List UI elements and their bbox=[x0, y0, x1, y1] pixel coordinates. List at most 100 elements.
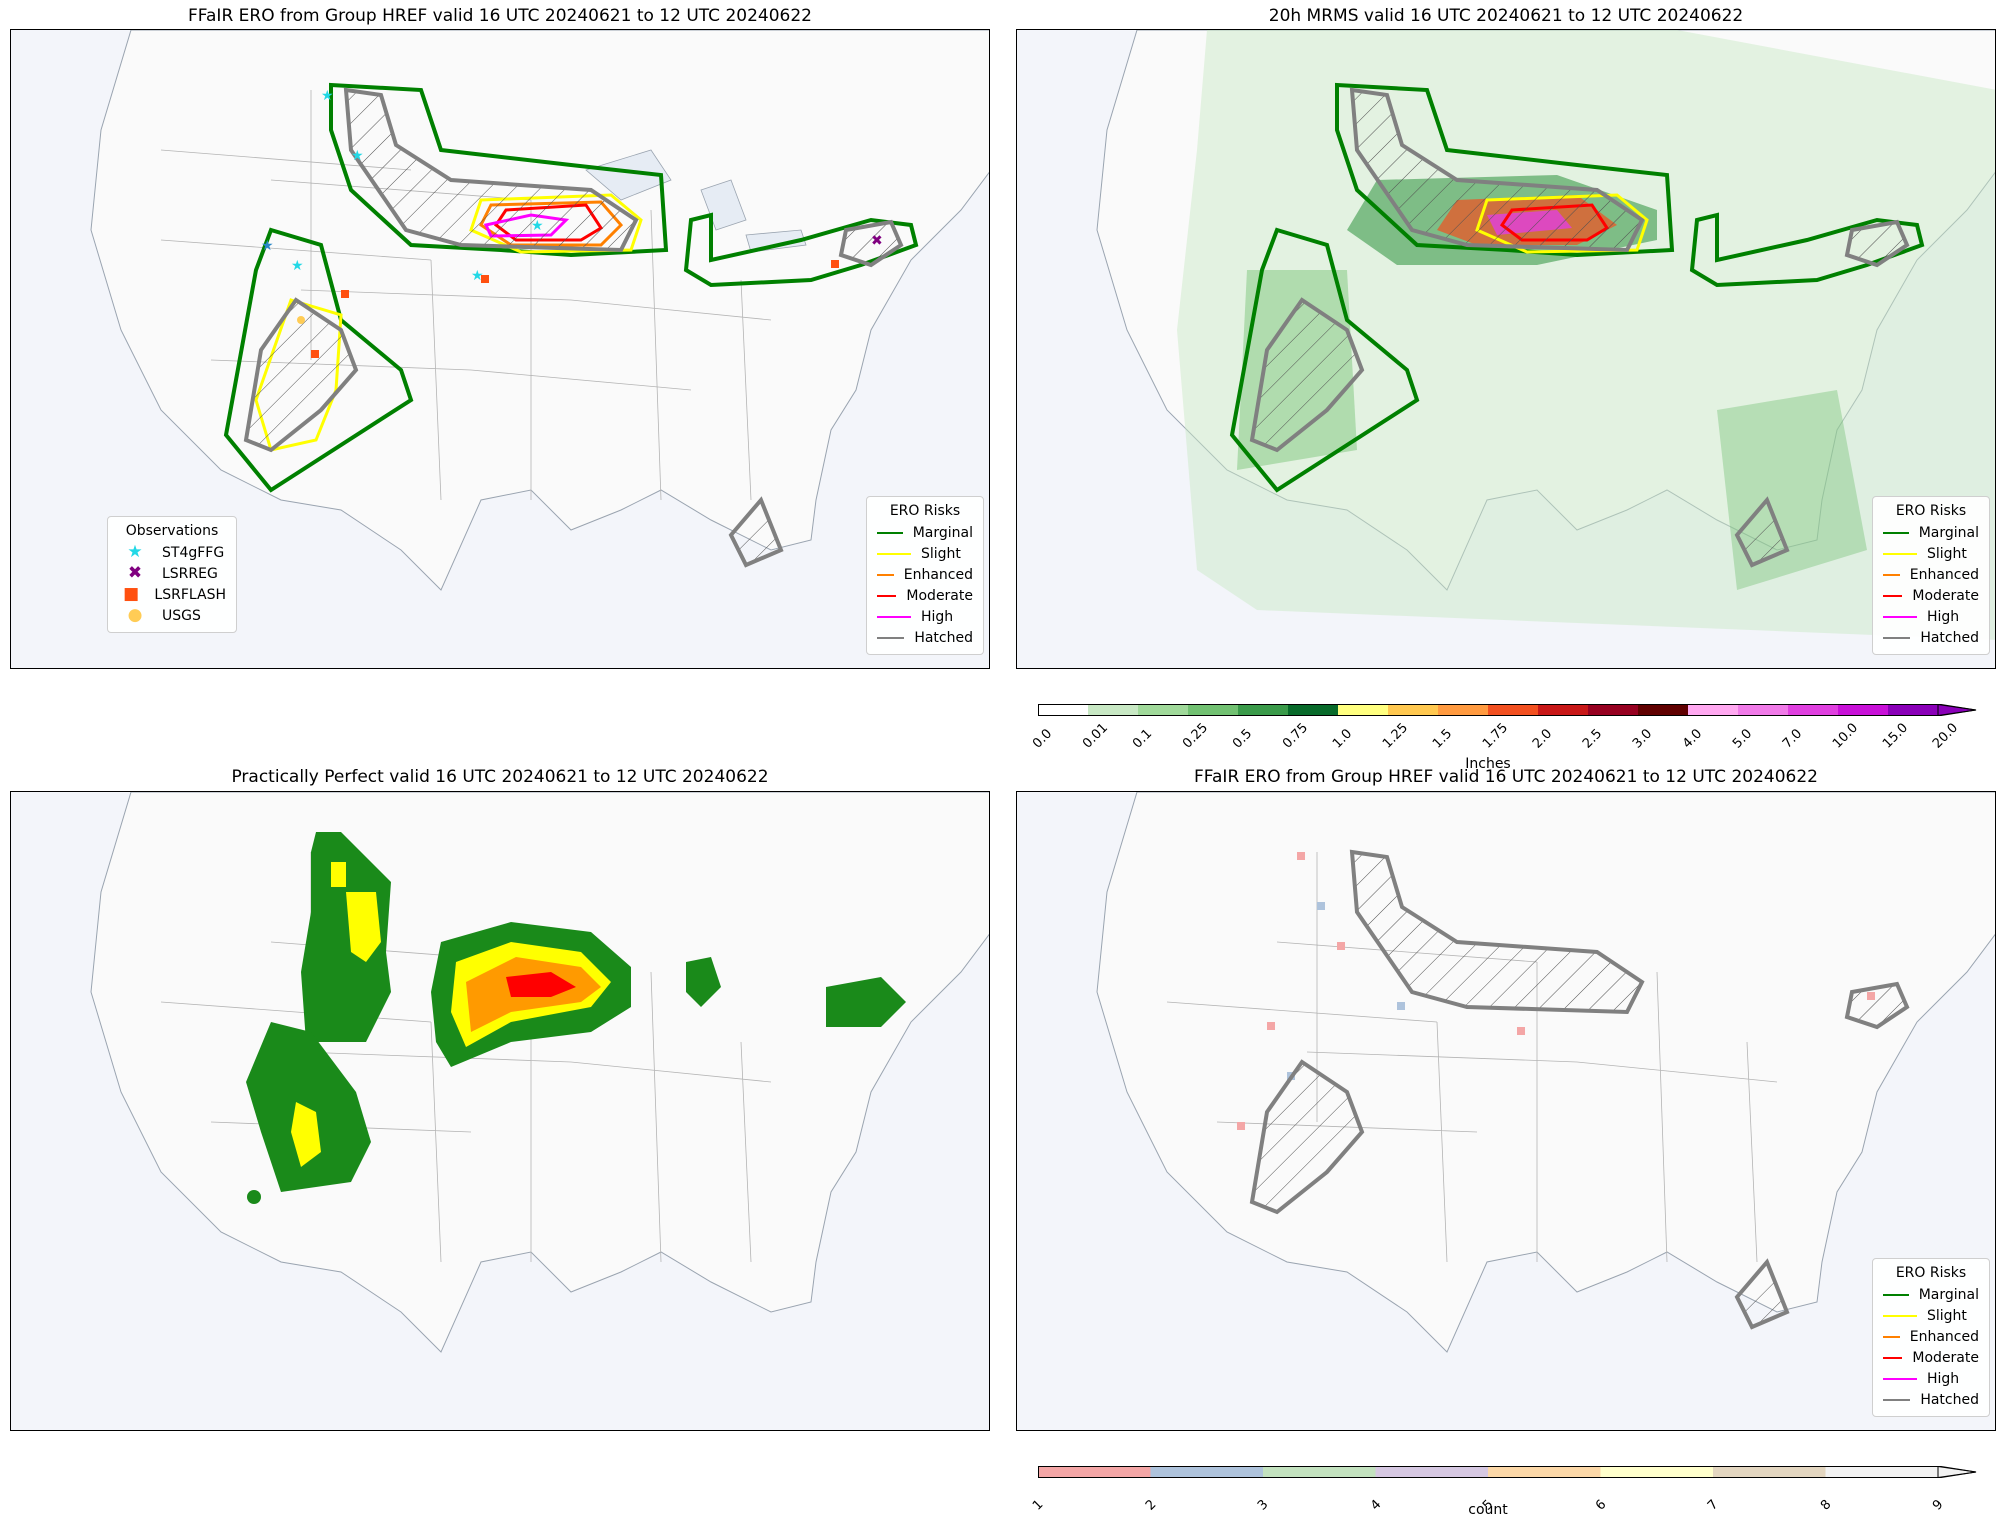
practically-perfect-map-panel[interactable] bbox=[10, 791, 990, 1431]
mrms-colorbar-bin bbox=[1188, 704, 1239, 716]
mrms-colorbar-bin bbox=[1538, 704, 1589, 716]
legend-line-swatch bbox=[1883, 615, 1917, 618]
ero-risks-legend: ERO Risks Marginal Slight Enhanced Moderate H… bbox=[1872, 1258, 1990, 1417]
mrms-colorbar-tick-label: 5.0 bbox=[1730, 726, 1756, 752]
count-cell bbox=[1297, 852, 1305, 860]
lsrreg-marker: ✖ bbox=[871, 233, 883, 249]
ero-contours bbox=[223, 82, 919, 568]
pp-slight-sw bbox=[291, 1102, 321, 1167]
marginal-contour-sw bbox=[1229, 227, 1420, 493]
mrms-colorbar-tick-label: 0.0 bbox=[1030, 726, 1056, 752]
hatched-contour-north bbox=[1349, 87, 1645, 253]
legend-line-swatch bbox=[1883, 552, 1917, 555]
legend-line-swatch bbox=[1883, 1356, 1903, 1359]
count-colorbar-bin bbox=[1150, 1466, 1264, 1478]
lsrflash-marker bbox=[311, 350, 319, 358]
legend-line-swatch bbox=[877, 531, 903, 534]
land-area bbox=[1096, 792, 1995, 1353]
legend-label: Marginal bbox=[1918, 1286, 1979, 1303]
legend-item-high: High bbox=[1883, 606, 1979, 627]
legend-item-hatched: Hatched bbox=[877, 627, 973, 648]
legend-label: Marginal bbox=[1918, 524, 1979, 541]
st4gffg-marker: ★ bbox=[321, 88, 334, 104]
mrms-colorbar-tick-label: 1.75 bbox=[1480, 720, 1512, 752]
mrms-colorbar-tick-label: 7.0 bbox=[1780, 726, 1806, 752]
land-area bbox=[90, 30, 989, 591]
mrms-colorbar-tick-label: 2.5 bbox=[1580, 726, 1606, 752]
lsrflash-marker bbox=[831, 260, 839, 268]
legend-label: ST4gFFG bbox=[162, 544, 225, 561]
mrms-colorbar-tick-label: 2.0 bbox=[1530, 726, 1556, 752]
mrms-colorbar-bin bbox=[1888, 704, 1939, 716]
legend-item-hatched: Hatched bbox=[1883, 1389, 1979, 1410]
legend-item-usgs: ● USGS bbox=[118, 605, 226, 626]
count-colorbar-label: count bbox=[1468, 1502, 1508, 1518]
legend-item-high: High bbox=[877, 606, 973, 627]
mrms-colorbar-bin bbox=[1738, 704, 1789, 716]
legend-label: Moderate bbox=[906, 587, 973, 604]
pp-slight-north bbox=[346, 892, 381, 962]
mrms-colorbar-tick-label: 3.0 bbox=[1630, 726, 1656, 752]
legend-item-moderate: Moderate bbox=[1883, 1347, 1979, 1368]
ero-map: ★ ★ ★ ★ ★ ★ ✖ bbox=[90, 30, 989, 591]
ero-risks-legend-title: ERO Risks bbox=[1895, 1265, 1967, 1281]
legend-label: Enhanced bbox=[903, 566, 973, 583]
lsrflash-marker bbox=[341, 290, 349, 298]
pp-marginal-ne bbox=[826, 977, 906, 1027]
marginal-contour-sw bbox=[223, 227, 414, 493]
hatched-contour-fl bbox=[1734, 496, 1790, 568]
legend-line-swatch bbox=[877, 573, 894, 576]
mrms-colorbar-outline bbox=[1038, 704, 1977, 716]
legend-line-swatch bbox=[1883, 573, 1900, 576]
count-colorbar-bin bbox=[1038, 1466, 1151, 1478]
legend-line-swatch bbox=[877, 594, 897, 597]
st4gffg-marker: ★ bbox=[471, 268, 484, 284]
st4gffg-marker: ★ bbox=[351, 148, 364, 164]
count-cell bbox=[1397, 1002, 1405, 1010]
mrms-colorbar-tick-label: 4.0 bbox=[1680, 726, 1706, 752]
legend-label: LSRREG bbox=[162, 565, 218, 582]
legend-label: Enhanced bbox=[1909, 1328, 1979, 1345]
mrms-colorbar-bin bbox=[1338, 704, 1389, 716]
legend-item-enhanced: Enhanced bbox=[1883, 1326, 1979, 1347]
pp-marginal-mi bbox=[686, 957, 721, 1007]
legend-label: Slight bbox=[1927, 1307, 1967, 1324]
legend-label: Marginal bbox=[912, 524, 973, 541]
mrms-colorbar-tick-label: 15.0 bbox=[1880, 720, 1912, 752]
legend-item-marginal: Marginal bbox=[1883, 1284, 1979, 1305]
ero-map-panel[interactable]: ★ ★ ★ ★ ★ ★ ✖ Observations ★ ST4gFFG ✖ LSR… bbox=[10, 29, 990, 669]
pp-moderate-central bbox=[506, 972, 576, 997]
hatched-contour-sw bbox=[1249, 297, 1365, 453]
ero-risks-legend-title: ERO Risks bbox=[889, 503, 961, 519]
hatched-contour-north bbox=[343, 87, 639, 253]
usgs-marker bbox=[297, 316, 305, 324]
ero-count-map-panel[interactable]: ERO Risks Marginal Slight Enhanced Moderate H… bbox=[1016, 791, 1996, 1431]
ero-count-map bbox=[1096, 792, 1995, 1353]
legend-item-enhanced: Enhanced bbox=[1883, 564, 1979, 585]
mrms-colorbar-tick-label: 0.1 bbox=[1130, 726, 1156, 752]
mrms-colorbar-tick-label: 0.75 bbox=[1280, 720, 1312, 752]
mrms-map-panel[interactable]: ERO Risks Marginal Slight Enhanced Moderate H… bbox=[1016, 29, 1996, 669]
legend-item-slight: Slight bbox=[1883, 543, 1979, 564]
legend-item-slight: Slight bbox=[877, 543, 973, 564]
count-cell bbox=[1337, 942, 1345, 950]
observations-legend: Observations ★ ST4gFFG ✖ LSRREG ■ LSRFLASH … bbox=[107, 516, 237, 633]
hatched-contour-fl bbox=[1734, 1258, 1790, 1330]
count-cell bbox=[1267, 1022, 1275, 1030]
mrms-colorbar-tick-label: 10.0 bbox=[1830, 720, 1862, 752]
mrms-colorbar-tick-label: 0.01 bbox=[1080, 720, 1112, 752]
hatched-contour-ne bbox=[838, 219, 904, 268]
mrms-colorbar-tick-label: 20.0 bbox=[1930, 720, 1962, 752]
count-colorbar-swatches bbox=[1038, 1465, 1977, 1479]
legend-item-lsrflash: ■ LSRFLASH bbox=[118, 584, 226, 605]
hatched-contour-sw bbox=[1249, 1059, 1365, 1215]
legend-label: Moderate bbox=[1912, 587, 1979, 604]
mrms-colorbar-tick-label: 0.5 bbox=[1230, 726, 1256, 752]
pp-marginal-north bbox=[301, 832, 391, 1042]
marginal-contour-east bbox=[683, 212, 919, 288]
legend-line-swatch bbox=[1883, 1398, 1911, 1401]
legend-item-lsrreg: ✖ LSRREG bbox=[118, 563, 226, 584]
hatched-contour-sw bbox=[243, 297, 359, 453]
marginal-contour-north bbox=[329, 82, 669, 258]
legend-label: LSRFLASH bbox=[154, 586, 226, 603]
